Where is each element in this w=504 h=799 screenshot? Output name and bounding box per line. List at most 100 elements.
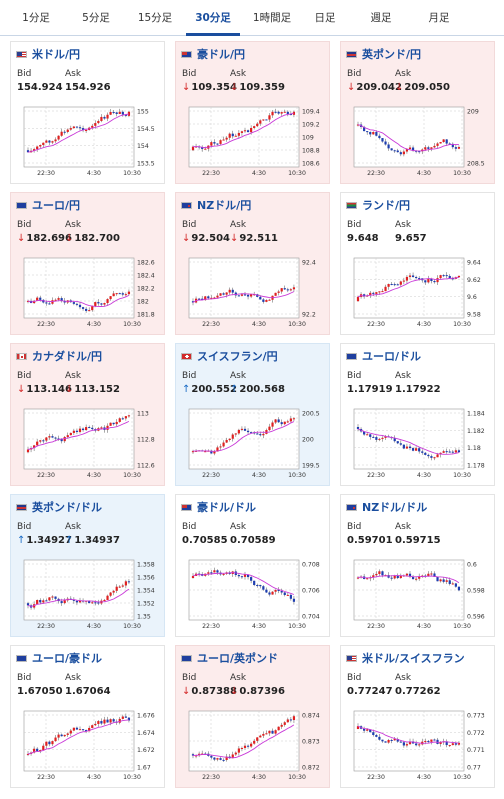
candle — [381, 291, 384, 293]
card-title[interactable]: 米ドル/円 — [16, 47, 80, 61]
candle — [75, 430, 79, 432]
rate-card[interactable]: 米ドル/スイスフラン Bid Ask 0.77247 0.77262 0.773… — [340, 645, 495, 788]
candle — [45, 437, 48, 441]
y-tick-label: 0.771 — [467, 747, 485, 754]
rate-card[interactable]: ランド/円 Bid Ask 9.648 9.657 9.64 9.62 9.6 9.5… — [340, 192, 495, 335]
mini-candlestick-chart[interactable]: 1.184 1.182 1.18 1.178 22:30 4:30 10:30 — [346, 403, 491, 483]
candle — [396, 575, 399, 579]
candle — [231, 434, 234, 439]
mini-candlestick-chart[interactable]: 9.64 9.62 9.6 9.58 22:30 4:30 10:30 — [346, 252, 491, 332]
candle — [277, 726, 280, 731]
tab-daily[interactable]: 日足 — [314, 12, 336, 24]
mini-candlestick-chart[interactable]: 155 154.5 154 153.5 22:30 4:30 10:30 — [16, 101, 161, 181]
card-title[interactable]: ユーロ/豪ドル — [16, 651, 102, 665]
candle — [201, 753, 204, 755]
card-title[interactable]: ユーロ/円 — [16, 198, 80, 212]
candle — [442, 579, 445, 582]
x-tick-label: 4:30 — [417, 623, 431, 630]
mini-candlestick-chart[interactable]: 1.676 1.674 1.672 1.67 22:30 4:30 10:30 — [16, 705, 161, 785]
candle — [48, 741, 51, 745]
candle — [250, 577, 253, 581]
x-tick-label: 4:30 — [252, 774, 266, 781]
pair-name[interactable]: ランド/円 — [362, 199, 411, 212]
pair-name[interactable]: ユーロ/ドル — [362, 350, 422, 363]
tab-1min[interactable]: 1分足 — [22, 12, 50, 24]
candle — [375, 131, 378, 136]
rate-card[interactable]: 豪ドル/ドル Bid Ask 0.70585 0.70589 0.708 0.70… — [175, 494, 330, 637]
card-title[interactable]: NZドル/ドル — [346, 500, 427, 514]
pair-name[interactable]: 米ドル/円 — [32, 48, 81, 61]
candle — [124, 114, 127, 116]
nz-flag-icon — [181, 201, 192, 209]
pair-name[interactable]: ユーロ/英ポンド — [197, 652, 279, 665]
mini-candlestick-chart[interactable]: 0.708 0.706 0.704 22:30 4:30 10:30 — [181, 554, 326, 634]
rate-card[interactable]: 豪ドル/円 Bid Ask ↓109.354 ↓109.359 109.4 109… — [175, 41, 330, 184]
moving-average-line — [192, 291, 295, 303]
pair-name[interactable]: NZドル/ドル — [362, 501, 428, 514]
card-title[interactable]: 英ポンド/ドル — [16, 500, 102, 514]
pair-name[interactable]: カナダドル/円 — [32, 350, 103, 363]
candle — [427, 147, 430, 149]
arrow-down-icon: ↓ — [230, 233, 239, 244]
mini-candlestick-chart[interactable]: 92.4 92.2 22:30 4:30 10:30 — [181, 252, 326, 332]
candle — [48, 597, 51, 601]
pair-name[interactable]: ユーロ/円 — [32, 199, 81, 212]
rate-card[interactable]: 英ポンド/ドル Bid Ask ↑1.34927 ↑1.34937 1.358 1… — [10, 494, 165, 637]
tab-weekly[interactable]: 週足 — [370, 12, 392, 24]
rate-card[interactable]: NZドル/円 Bid Ask ↓92.504 ↓92.511 92.4 92.2 2… — [175, 192, 330, 335]
pair-name[interactable]: ユーロ/豪ドル — [32, 652, 103, 665]
mini-candlestick-chart[interactable]: 0.874 0.873 0.872 22:30 4:30 10:30 — [181, 705, 326, 785]
rate-card[interactable]: 英ポンド/円 Bid Ask ↓209.042 ↓209.050 209 208.… — [340, 41, 495, 184]
mini-candlestick-chart[interactable]: 209 208.5 22:30 4:30 10:30 — [346, 101, 491, 181]
mini-candlestick-chart[interactable]: 200.5 200 199.5 22:30 4:30 10:30 — [181, 403, 326, 483]
ask-value: 1.67064 — [65, 686, 111, 697]
card-title[interactable]: カナダドル/円 — [16, 349, 102, 363]
card-title[interactable]: 豪ドル/円 — [181, 47, 245, 61]
tab-5min[interactable]: 5分足 — [82, 12, 110, 24]
card-title[interactable]: 英ポンド/円 — [346, 47, 421, 61]
rate-card[interactable]: ユーロ/ドル Bid Ask 1.17919 1.17922 1.184 1.18… — [340, 343, 495, 486]
card-title[interactable]: 米ドル/スイスフラン — [346, 651, 465, 665]
card-title[interactable]: ユーロ/ドル — [346, 349, 421, 363]
pair-name[interactable]: スイスフラン/円 — [197, 350, 278, 363]
mini-candlestick-chart[interactable]: 182.6 182.4 182.2 182 181.8 22:30 4:30 10:30 — [16, 252, 161, 332]
rate-card[interactable]: 米ドル/円 Bid Ask 154.924 154.926 155 154.5 15… — [10, 41, 165, 184]
rate-card[interactable]: ユーロ/英ポンド Bid Ask ↓0.87388 ↓0.87396 0.874… — [175, 645, 330, 788]
tab-15min[interactable]: 15分足 — [137, 12, 173, 24]
tab-monthly[interactable]: 月足 — [428, 12, 450, 24]
candle — [51, 300, 54, 304]
candle — [26, 150, 30, 153]
rate-card[interactable]: ユーロ/豪ドル Bid Ask 1.67050 1.67064 1.676 1.6… — [10, 645, 165, 788]
mini-candlestick-chart[interactable]: 0.6 0.598 0.596 22:30 4:30 10:30 — [346, 554, 491, 634]
candle — [268, 115, 271, 120]
candle — [289, 719, 292, 721]
mini-candlestick-chart[interactable]: 1.358 1.356 1.354 1.352 1.35 22:30 4:30 10:30 — [16, 554, 161, 634]
rate-card[interactable]: NZドル/ドル Bid Ask 0.59701 0.59715 0.6 0.598… — [340, 494, 495, 637]
mini-candlestick-chart[interactable]: 109.4 109.2 109 108.8 108.6 22:30 4:30 10:30 — [181, 101, 326, 181]
pair-name[interactable]: 豪ドル/ドル — [197, 501, 257, 514]
mini-candlestick-chart[interactable]: 0.773 0.772 0.771 0.77 22:30 4:30 10:30 — [346, 705, 491, 785]
pair-name[interactable]: 英ポンド/ドル — [32, 501, 103, 514]
card-title[interactable]: スイスフラン/円 — [181, 349, 278, 363]
pair-name[interactable]: 豪ドル/円 — [197, 48, 246, 61]
card-title[interactable]: 豪ドル/ドル — [181, 500, 256, 514]
rate-card[interactable]: カナダドル/円 Bid Ask ↓113.146 ↓113.152 113 112… — [10, 343, 165, 486]
tab-30min[interactable]: 30分足 — [186, 0, 240, 36]
candle — [396, 284, 399, 286]
pair-name[interactable]: NZドル/円 — [197, 199, 252, 212]
rate-card[interactable]: スイスフラン/円 Bid Ask ↑200.552 ↑200.568 200.5… — [175, 343, 330, 486]
candle — [69, 128, 72, 130]
card-title[interactable]: NZドル/円 — [181, 198, 251, 212]
pair-name[interactable]: 英ポンド/円 — [362, 48, 422, 61]
mini-candlestick-chart[interactable]: 113 112.8 112.6 22:30 4:30 10:30 — [16, 403, 161, 483]
candle — [33, 748, 36, 753]
candle — [439, 579, 442, 582]
candle — [231, 133, 234, 137]
tab-1hour[interactable]: 1時間足 — [252, 12, 292, 24]
rate-card[interactable]: ユーロ/円 Bid Ask ↓182.696 ↓182.700 182.6 182… — [10, 192, 165, 335]
card-title[interactable]: ユーロ/英ポンド — [181, 651, 278, 665]
card-title[interactable]: ランド/円 — [346, 198, 410, 212]
x-tick-label: 22:30 — [202, 170, 220, 177]
ask-value: ↑200.568 — [230, 384, 285, 395]
pair-name[interactable]: 米ドル/スイスフラン — [362, 652, 465, 665]
